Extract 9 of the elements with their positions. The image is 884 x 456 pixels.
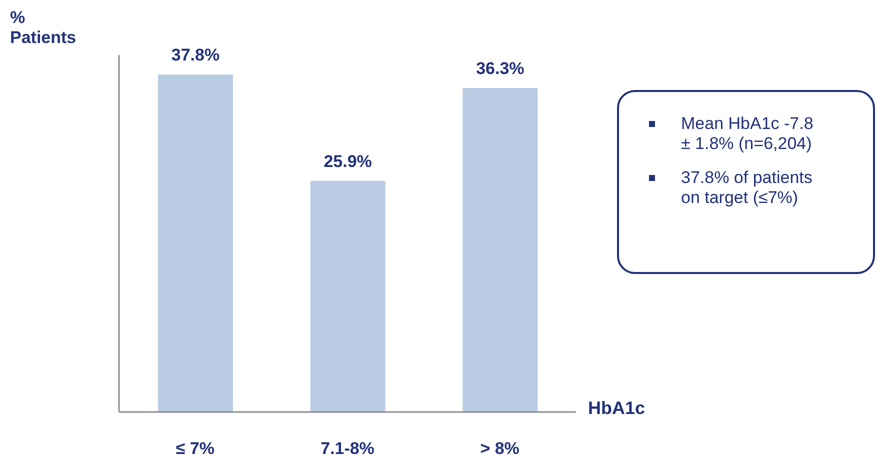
data-label: 25.9%: [324, 152, 372, 171]
x-tick-label: > 8%: [480, 439, 520, 456]
x-tick-label: ≤ 7%: [176, 439, 214, 456]
rounded-text-box: Mean HbA1c -7.8 ± 1.8% (n=6,204) 37.8% of patients on target (≤7%): [617, 90, 875, 274]
data-label: 36.3%: [476, 59, 524, 78]
x-axis-title: HbA1c: [588, 398, 646, 419]
x-tick-label: 7.1-8%: [320, 439, 374, 456]
data-label: 37.8%: [171, 46, 220, 65]
y-axis-title: % Patients: [10, 8, 78, 48]
